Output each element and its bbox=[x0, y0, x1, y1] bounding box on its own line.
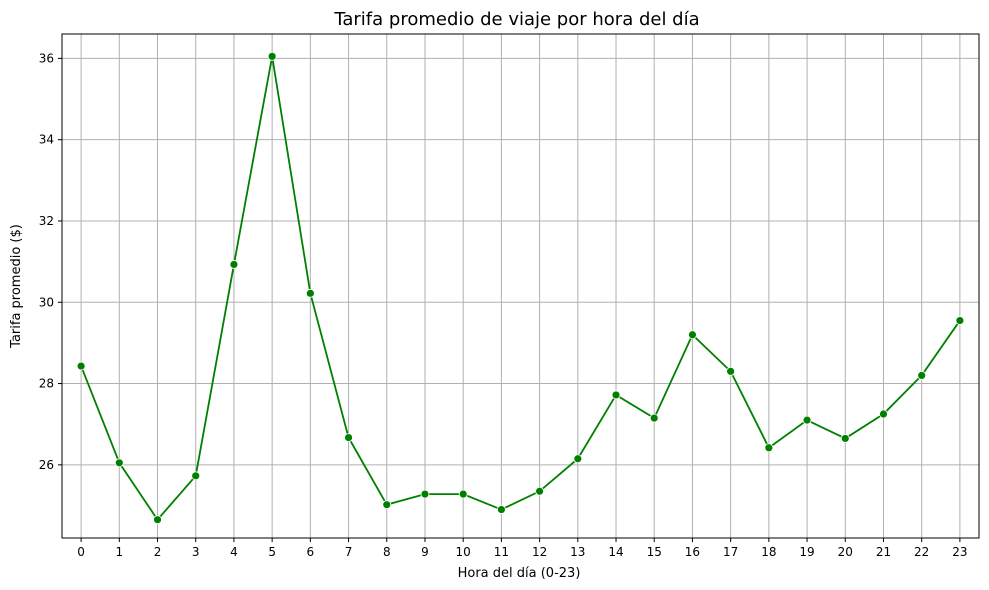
data-point bbox=[802, 415, 812, 425]
x-tick-label: 16 bbox=[685, 545, 700, 559]
x-tick-label: 3 bbox=[192, 545, 200, 559]
y-axis: 26 28 30 32 34 36 bbox=[39, 51, 62, 472]
x-tick-label: 17 bbox=[723, 545, 738, 559]
data-point bbox=[229, 260, 239, 269]
data-point bbox=[611, 390, 621, 400]
data-point bbox=[305, 288, 315, 298]
data-point bbox=[955, 316, 965, 325]
y-tick-label: 36 bbox=[39, 51, 54, 65]
data-point bbox=[382, 500, 392, 510]
y-tick-label: 34 bbox=[39, 133, 54, 147]
data-point bbox=[688, 330, 697, 340]
plot-frame bbox=[61, 33, 980, 539]
x-tick-label: 12 bbox=[532, 545, 547, 559]
x-tick-label: 14 bbox=[608, 545, 623, 559]
data-point bbox=[535, 486, 545, 496]
data-point bbox=[191, 471, 201, 481]
x-tick-label: 23 bbox=[952, 545, 967, 559]
y-axis-label: Tarifa promedio ($) bbox=[9, 224, 24, 349]
x-tick-label: 13 bbox=[570, 545, 585, 559]
y-tick-label: 26 bbox=[39, 458, 54, 472]
data-point bbox=[420, 489, 430, 499]
grid bbox=[62, 34, 979, 538]
x-axis-label: Hora del día (0-23) bbox=[458, 566, 581, 581]
x-tick-label: 11 bbox=[494, 545, 509, 559]
x-tick-label: 4 bbox=[230, 545, 238, 559]
x-tick-label: 15 bbox=[647, 545, 662, 559]
chart-title: Tarifa promedio de viaje por hora del dí… bbox=[333, 9, 699, 30]
x-tick-label: 1 bbox=[115, 545, 123, 559]
x-tick-label: 21 bbox=[876, 545, 891, 559]
x-tick-label: 9 bbox=[421, 545, 429, 559]
x-tick-label: 8 bbox=[383, 545, 391, 559]
x-tick-label: 22 bbox=[914, 545, 929, 559]
data-point bbox=[879, 409, 888, 419]
data-point bbox=[917, 371, 927, 380]
x-tick-label: 6 bbox=[307, 545, 315, 559]
data-point bbox=[649, 413, 659, 423]
x-tick-label: 18 bbox=[761, 545, 776, 559]
y-tick-label: 28 bbox=[39, 377, 54, 391]
series-layer bbox=[76, 51, 965, 525]
y-tick-label: 32 bbox=[39, 214, 54, 228]
data-point bbox=[114, 458, 124, 468]
y-tick-label: 30 bbox=[39, 295, 54, 309]
data-point bbox=[496, 505, 506, 514]
data-point bbox=[764, 443, 774, 453]
x-axis: 0 1 2 3 4 5 6 7 8 9 10 11 12 13 14 15 16 17 18 19 20 21 22 23 bbox=[77, 538, 968, 559]
x-tick-label: 5 bbox=[268, 545, 276, 559]
x-tick-label: 7 bbox=[345, 545, 353, 559]
x-tick-label: 10 bbox=[456, 545, 471, 559]
data-point bbox=[76, 361, 86, 371]
x-tick-label: 19 bbox=[799, 545, 814, 559]
data-point bbox=[344, 433, 353, 443]
x-tick-label: 20 bbox=[838, 545, 853, 559]
series-line bbox=[80, 56, 961, 522]
x-tick-label: 0 bbox=[77, 545, 85, 559]
data-point bbox=[458, 489, 468, 499]
data-point bbox=[726, 366, 736, 376]
x-tick-label: 2 bbox=[154, 545, 162, 559]
data-point bbox=[153, 515, 162, 525]
data-point bbox=[267, 51, 277, 61]
data-point bbox=[840, 434, 850, 443]
data-point bbox=[573, 454, 583, 464]
